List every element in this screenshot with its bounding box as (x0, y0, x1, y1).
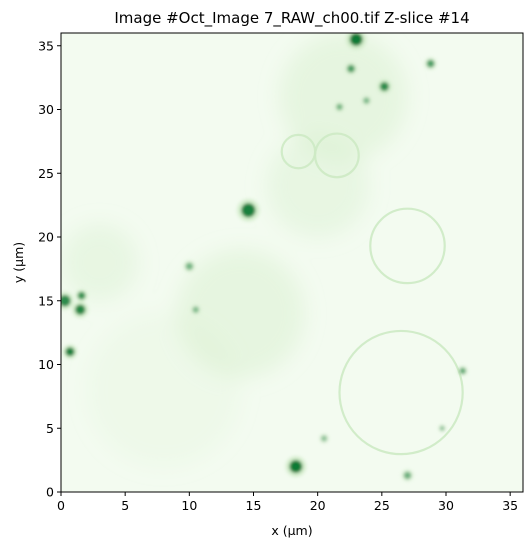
cell-rings-layer (280, 132, 464, 456)
diffuse-signal (61, 224, 138, 301)
y-tick-label: 25 (38, 166, 54, 181)
bright-spot-2 (65, 347, 75, 357)
bright-spot-7 (349, 33, 363, 46)
chart-title: Image #Oct_Image 7_RAW_ch00.tif Z-slice … (114, 9, 469, 28)
diffuse-signal (279, 33, 408, 161)
y-tick-label: 0 (46, 485, 54, 500)
x-tick-label: 0 (57, 498, 65, 513)
cell-ring-4 (280, 133, 317, 170)
y-axis: 0 5 10 15 20 25 30 35 (38, 38, 61, 500)
x-tick-label: 15 (246, 498, 262, 513)
bright-spot-10 (426, 59, 435, 68)
bright-spots-layer (61, 33, 468, 482)
bright-spot-15 (336, 103, 343, 111)
cell-ring-1 (338, 329, 464, 456)
bright-spot-3 (75, 304, 86, 315)
axes-frame (60, 32, 524, 493)
y-tick-label: 35 (38, 38, 54, 53)
bright-spot-17 (439, 425, 445, 431)
y-axis-label: y (μm) (11, 242, 26, 283)
bright-spot-13 (185, 262, 194, 271)
x-tick-label: 25 (374, 498, 390, 513)
bright-spot-16 (363, 97, 370, 104)
y-tick-label: 5 (46, 421, 54, 436)
x-tick-label: 10 (181, 498, 197, 513)
bright-spot-8 (379, 82, 389, 92)
bright-spot-18 (320, 435, 328, 442)
bright-spot-5 (77, 291, 86, 300)
y-tick-label: 30 (38, 102, 54, 117)
x-axis-label: x (μm) (271, 523, 312, 538)
bright-spot-6 (241, 203, 256, 218)
bright-spot-1 (289, 460, 303, 473)
bright-spot-4 (61, 294, 71, 307)
bright-spot-9 (347, 64, 355, 73)
x-axis: 0 5 10 15 20 25 30 35 (57, 492, 518, 513)
x-tick-label: 30 (438, 498, 454, 513)
bright-spot-14 (192, 306, 199, 313)
y-tick-label: 20 (38, 230, 54, 245)
y-tick-label: 15 (38, 293, 54, 308)
y-tick-label: 10 (38, 357, 54, 372)
diffuse-signal-layer (61, 33, 408, 467)
x-tick-label: 35 (502, 498, 518, 513)
x-tick-label: 5 (121, 498, 129, 513)
bright-spot-12 (403, 471, 412, 480)
cell-ring-2 (369, 207, 446, 285)
x-tick-label: 20 (310, 498, 326, 513)
diffuse-signal (86, 313, 241, 467)
image-plot-area (61, 33, 523, 492)
bright-spot-11 (459, 367, 466, 375)
